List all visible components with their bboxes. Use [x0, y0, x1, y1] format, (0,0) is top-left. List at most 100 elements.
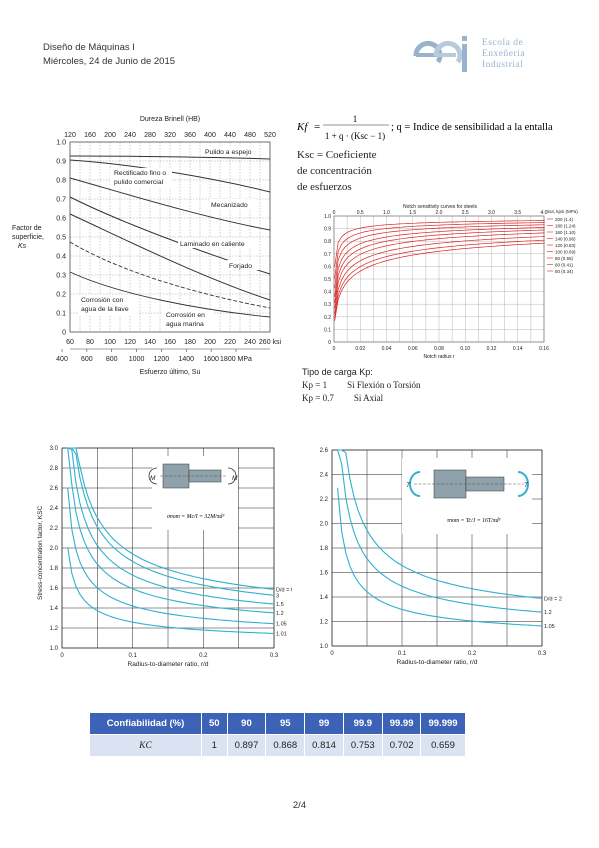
b-curve	[67, 488, 275, 625]
notch-ytick: 0.6	[324, 264, 331, 270]
b-curve-label: 1.2	[276, 611, 284, 617]
mpa-tick: 400	[56, 356, 68, 363]
reliability-header-row: Confiabilidad (%) 50 90 95 99 99.9 99.99…	[89, 712, 466, 735]
label-corrosion-marina: Corrosión en	[166, 312, 205, 319]
notch-top-tick: 0	[333, 210, 336, 216]
ksi-tick: 80	[86, 339, 94, 346]
bending-kt-chart: 1.0 1.2 1.4 1.6 1.8 2.0 2.2 2.4 2.6 2.8 3.0 0 0.1 0.…	[30, 440, 292, 672]
t-ytick: 1.6	[320, 571, 329, 577]
brinell-tick: 240	[124, 132, 136, 139]
notch-curve	[334, 232, 545, 309]
b-xtick: 0.3	[270, 653, 279, 659]
t-curve-label: D/d = 2	[544, 596, 562, 602]
svg-text:Forjado: Forjado	[229, 263, 252, 270]
surface-ytick: 0.5	[56, 235, 66, 242]
b-curve	[67, 447, 275, 605]
b-curve-label: 1.01	[276, 631, 287, 637]
svg-text:Notch radius r: Notch radius r	[423, 354, 454, 360]
mpa-tick: 1600	[203, 356, 219, 363]
brinell-tick: 200	[104, 132, 116, 139]
b-ytick: 2.6	[50, 486, 59, 492]
load-type-block: Tipo de carga Kp: Kp = 1 Si Flexión o Tor…	[302, 367, 421, 403]
notch-ytick: 1.0	[324, 214, 331, 220]
notch-top-tick: 0.5	[357, 210, 364, 216]
surface-ytick: 1.0	[56, 140, 66, 147]
notch-legend-item: 80 (0.55)	[555, 256, 574, 261]
notch-xtick: 0.14	[513, 346, 523, 352]
document-header: Diseño de Máquinas I Miércoles, 24 de Ju…	[43, 41, 175, 69]
notch-curve	[334, 220, 545, 267]
curve-corrosion-marina	[69, 271, 271, 318]
surface-ytick: 0.3	[56, 273, 66, 280]
svg-text:pulido comercial: pulido comercial	[114, 179, 164, 186]
notch-legend-item: 120 (0.83)	[555, 243, 576, 248]
surface-ytick: 0.9	[56, 159, 66, 166]
notch-top-tick: 3.5	[514, 210, 521, 216]
brinell-tick: 280	[144, 132, 156, 139]
curve-forjado	[69, 213, 271, 301]
svg-text:; q = Indice de sensibilidad a: ; q = Indice de sensibilidad a la entall…	[391, 122, 553, 133]
b-ytick: 1.8	[50, 566, 59, 572]
b-xtick: 0.1	[128, 653, 137, 659]
b-ytick: 3.0	[50, 446, 59, 452]
kf-formula: Kf = 1 1 + q · (Ksc − 1) ; q = Indice de…	[296, 112, 587, 147]
notch-curve	[334, 224, 545, 289]
b-curve	[67, 447, 275, 596]
svg-text:Laminado en caliente: Laminado en caliente	[180, 241, 245, 248]
svg-text:Radius-to-diameter ratio, r/d: Radius-to-diameter ratio, r/d	[128, 661, 209, 668]
b-ytick: 2.4	[50, 506, 59, 512]
b-curve-label: 1.05	[276, 622, 287, 628]
b-curve-label: D/d = 6	[276, 587, 292, 593]
notch-ytick: 0.5	[324, 277, 331, 283]
notch-legend-item: 160 (1.10)	[555, 230, 576, 235]
surface-ytick: 0.1	[56, 311, 66, 318]
surface-ylabel-1: Factor de	[12, 225, 42, 232]
svg-text:T: T	[524, 482, 529, 489]
notch-ytick: 0.7	[324, 252, 331, 258]
notch-top-tick: 1.0	[383, 210, 390, 216]
notch-xtick: 0.06	[408, 346, 418, 352]
notch-legend-item: 50 (0.34)	[555, 269, 574, 274]
brinell-tick: 480	[244, 132, 256, 139]
surface-ylabel-3: Ks	[18, 243, 27, 250]
notch-legend-item: 60 (0.41)	[555, 263, 574, 268]
notch-xtick: 0	[333, 346, 336, 352]
notch-curve	[334, 227, 545, 297]
t-ytick: 2.4	[320, 473, 329, 479]
notch-ytick: 0.2	[324, 315, 331, 321]
school-logo: Escola de Enxeñería Industrial	[412, 36, 562, 76]
page-number: 2/4	[292, 800, 307, 811]
notch-sensitivity-chart: Notch sensitivity curves for steels 0 0.5…	[300, 200, 590, 362]
mpa-tick: 1000	[129, 356, 145, 363]
brinell-tick: 320	[164, 132, 176, 139]
ksi-tick: 260 ksi	[259, 339, 282, 346]
notch-curve	[334, 242, 545, 321]
mpa-tick: 1200	[154, 356, 170, 363]
svg-text:τnom = Tc/J = 16T/πd³: τnom = Tc/J = 16T/πd³	[447, 518, 501, 524]
svg-text:σnom = Mc/I = 32M/πd³: σnom = Mc/I = 32M/πd³	[167, 514, 224, 520]
mpa-tick: 1800 MPa	[220, 356, 252, 363]
notch-legend-item: 140 (0.96)	[555, 237, 576, 242]
t-curve	[337, 488, 543, 627]
brinell-tick: 440	[224, 132, 236, 139]
torsion-kt-chart: 1.0 1.2 1.4 1.6 1.8 2.0 2.2 2.4 2.6 0 0.1 0.2 0.3 R…	[302, 440, 582, 672]
notch-top-tick: 4.0	[541, 210, 548, 216]
svg-text:Stress-concentration factor, K: Stress-concentration factor, KSC	[37, 505, 44, 600]
notch-ytick: 0.3	[324, 302, 331, 308]
notch-legend-item: 200 (1.4)	[555, 217, 574, 222]
ksi-tick: 100	[104, 339, 116, 346]
curve-mecanizado	[69, 177, 271, 231]
notch-legend-item: 100 (0.69)	[555, 250, 576, 255]
curve-pulido-espejo	[69, 155, 271, 160]
ksi-tick: 220	[224, 339, 236, 346]
svg-text:agua marina: agua marina	[166, 321, 204, 328]
label-corrosion-agua: Corrosión con	[81, 297, 124, 304]
b-ytick: 2.2	[50, 526, 59, 532]
label-rectificado: Rectificado fino o	[114, 170, 166, 177]
surface-ytick: 0.2	[56, 292, 66, 299]
brinell-label: Dureza Brinell (HB)	[140, 116, 200, 123]
ksc-definition: Ksc = Coeficiente de concentración de es…	[297, 149, 377, 193]
notch-xtick: 0.10	[460, 346, 470, 352]
ksi-tick: 120	[124, 339, 136, 346]
surface-xlabel: Esfuerzo último, Su	[140, 369, 201, 376]
